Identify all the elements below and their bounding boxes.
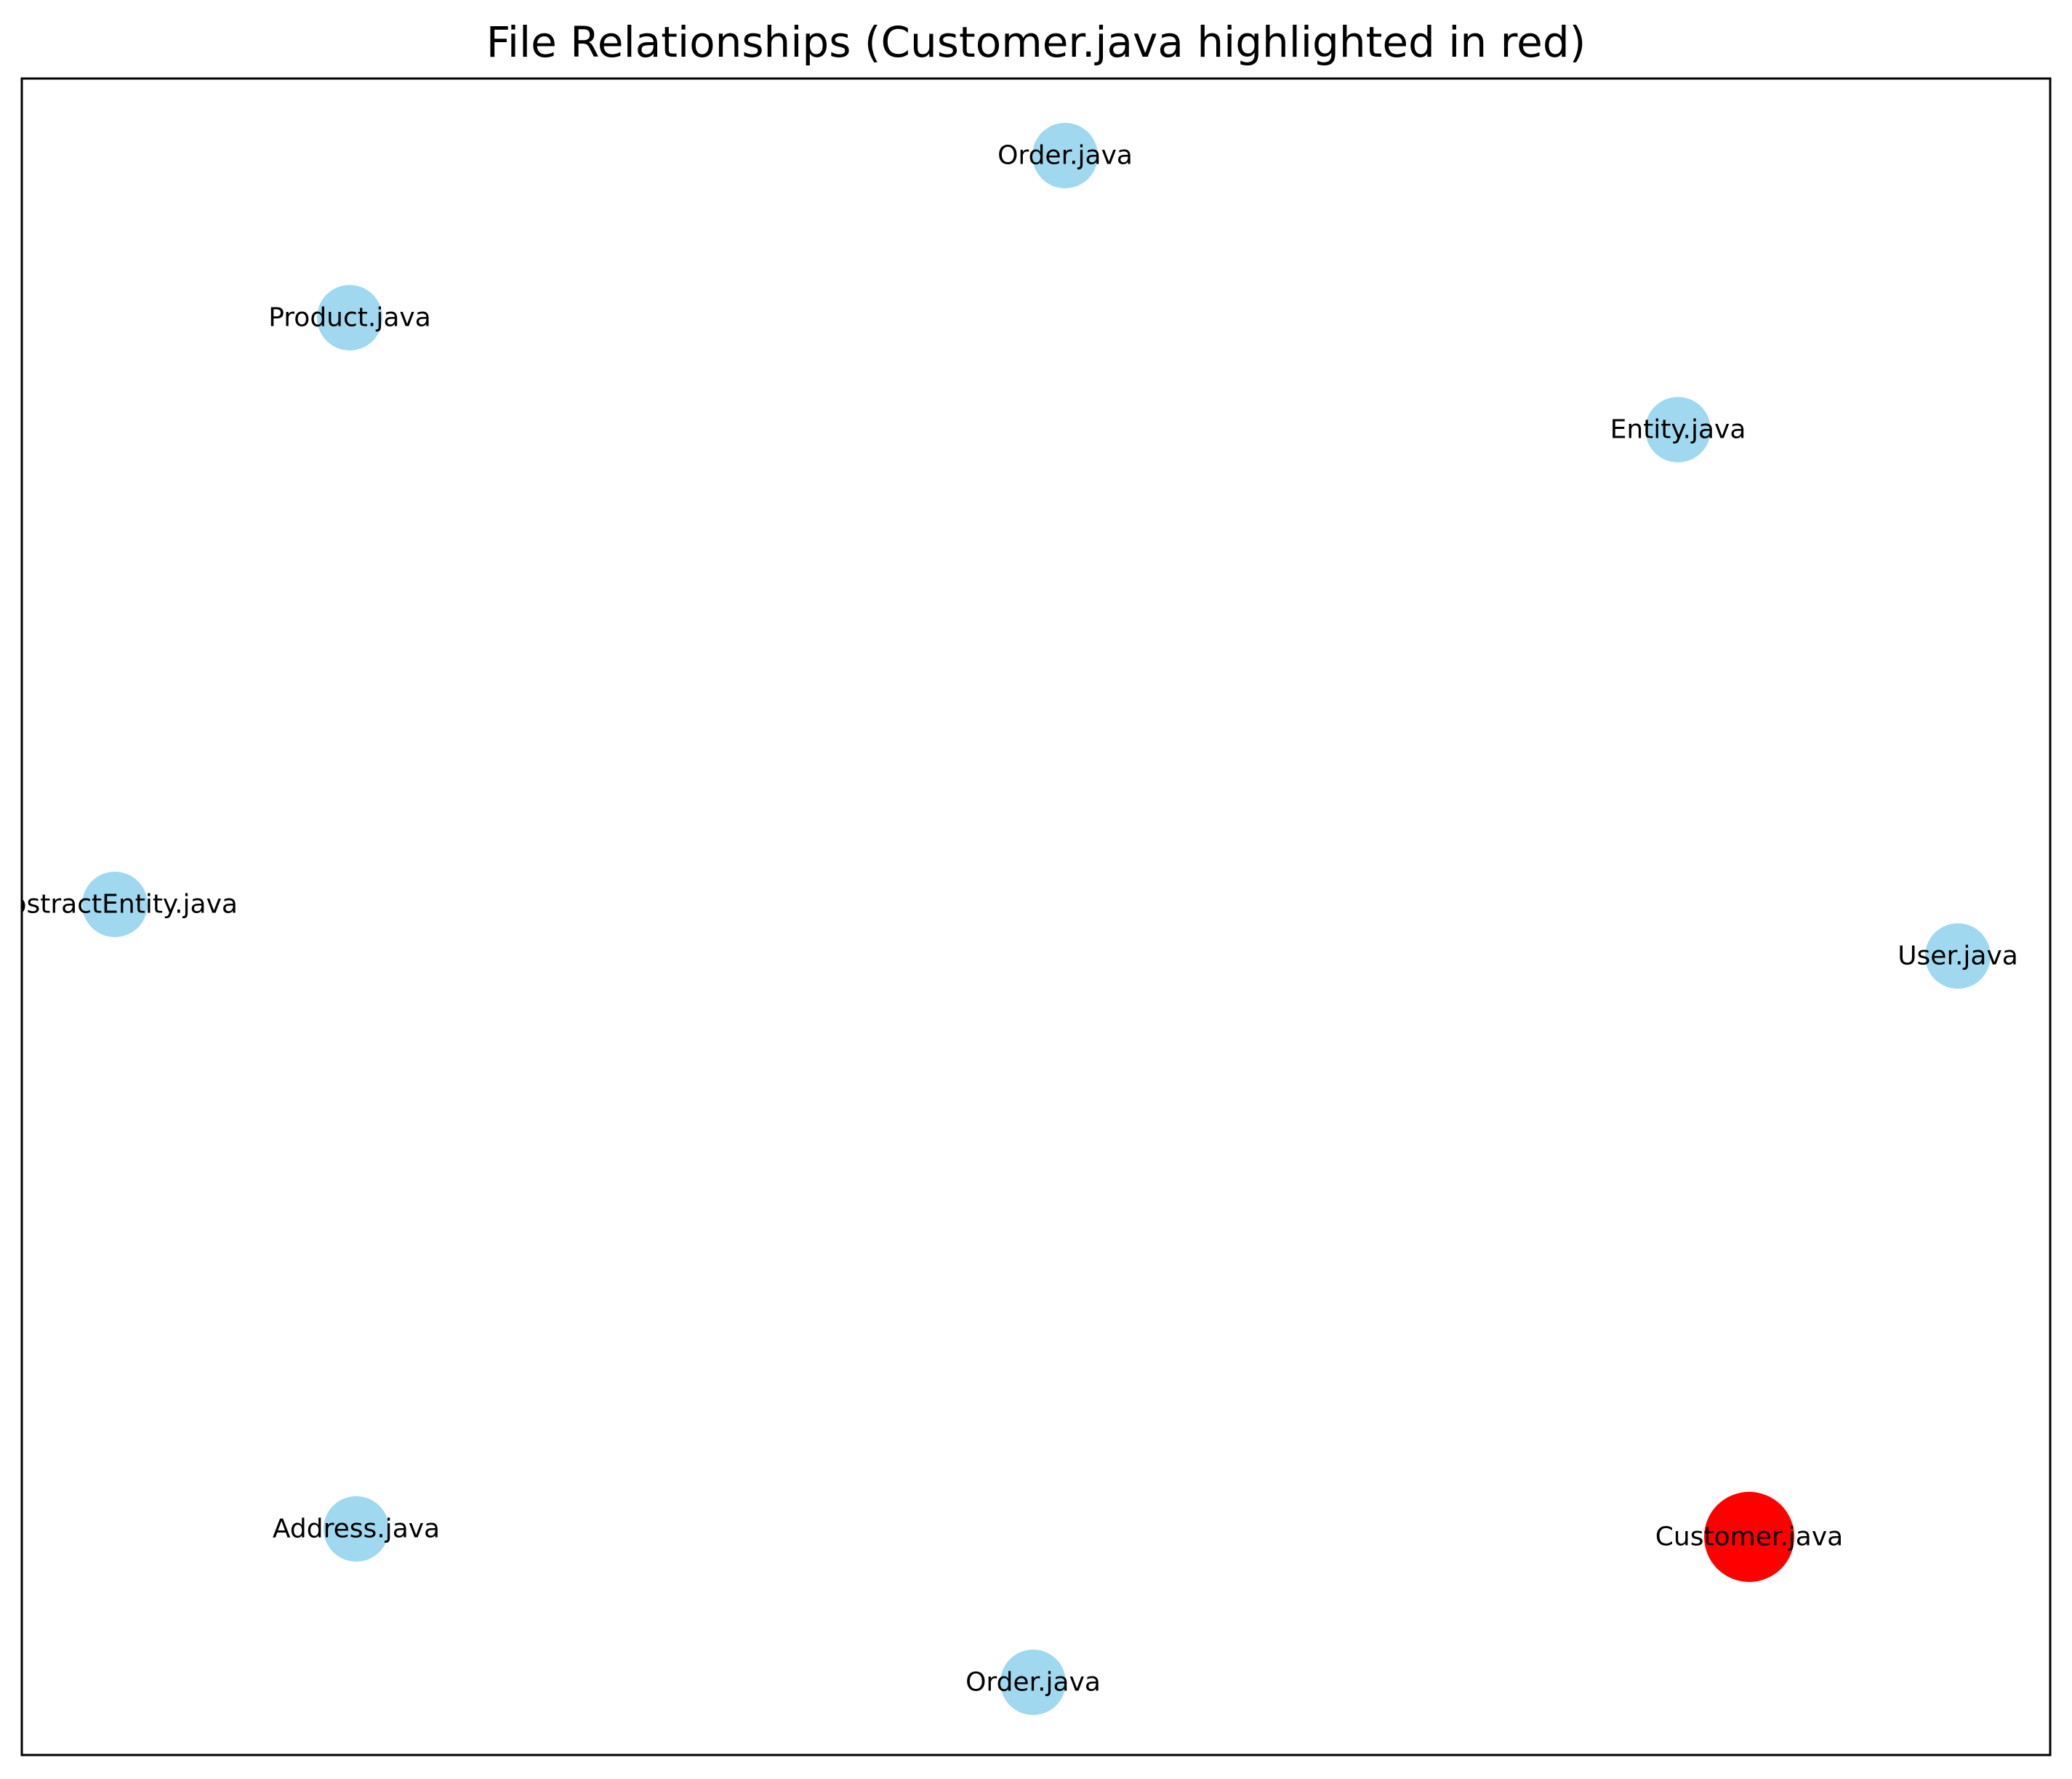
nodes-layer: Order.java Product.java Entity.java Abstrac… — [0, 123, 2018, 1715]
node-label-address-java-5: Address.java — [273, 1514, 440, 1544]
node-label-customer-java-6: Customer.java — [1655, 1522, 1843, 1552]
node-label-entity-java-2: Entity.java — [1610, 415, 1746, 445]
node-label-product-java-1: Product.java — [268, 303, 431, 333]
axes-frame — [20, 77, 2052, 1756]
node-circle-order-java-7 — [1000, 1650, 1066, 1715]
node-label-abstractentity-java-3: AbstractEntity.java — [0, 890, 238, 920]
node-circle-order-java-0 — [1032, 123, 1098, 188]
node-label-user-java-4: User.java — [1898, 941, 2018, 971]
node-circle-product-java-1 — [317, 285, 382, 350]
node-circle-abstractentity-java-3 — [82, 872, 148, 937]
node-label-order-java-7: Order.java — [965, 1668, 1101, 1698]
node-circle-address-java-5 — [324, 1496, 389, 1562]
node-circle-user-java-4 — [1925, 923, 1991, 989]
graph-title: File Relationships (Customer.java highli… — [486, 17, 1586, 67]
graph-canvas: Order.java Product.java Entity.java Abstrac… — [0, 123, 2018, 1715]
node-label-order-java-0: Order.java — [997, 141, 1133, 171]
node-circle-customer-java-6 — [1704, 1492, 1794, 1582]
node-circle-entity-java-2 — [1645, 397, 1711, 462]
